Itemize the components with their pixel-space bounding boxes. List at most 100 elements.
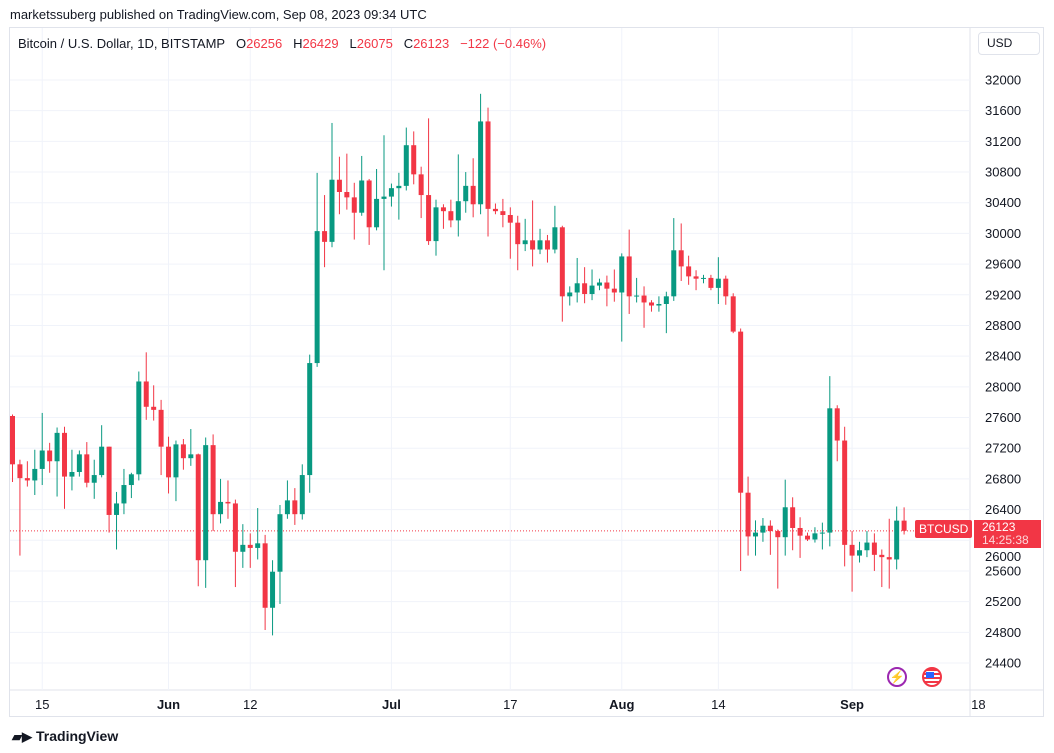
y-tick-label: 26400 [985,502,1021,517]
y-tick-label: 26000 [985,549,1021,564]
candle-body [232,503,238,552]
candle-body [522,240,528,245]
candle-body [10,415,15,465]
y-tick-label: 25200 [985,594,1021,609]
y-tick-label: 32000 [985,73,1021,88]
candle-body [485,121,491,209]
candle-body [886,557,892,560]
y-tick-label: 30400 [985,195,1021,210]
candle-body [277,514,283,572]
candle-body [455,201,461,221]
candle-body [790,507,796,528]
candle-body [329,179,335,242]
last-price-value: 26123 [982,520,1016,534]
symbol-title[interactable]: Bitcoin / U.S. Dollar, 1D, BITSTAMP [18,36,226,51]
candle-body [374,198,380,228]
chart-frame[interactable] [9,27,1044,717]
candle-body [879,554,885,558]
candle-body [336,179,342,192]
candle-body [611,288,617,293]
x-tick-label: 15 [35,697,49,712]
y-tick-label: 30800 [985,165,1021,180]
high-value: 26429 [302,36,339,51]
low-value: 26075 [356,36,393,51]
close-value: 26123 [413,36,450,51]
candle-body [17,464,23,479]
candle-body [671,250,677,297]
candle-body [448,211,454,221]
candle-body [307,363,313,476]
candle-body [745,492,751,537]
y-tick-label: 28000 [985,379,1021,394]
candle-body [715,278,721,288]
candle-body [582,283,588,295]
candle-body [344,191,350,198]
candle-body [240,544,246,552]
y-tick-label: 30000 [985,226,1021,241]
candle-body [663,296,669,304]
candle-body [827,408,833,533]
tradingview-logo[interactable]: ▰▶ TradingView [12,728,118,745]
y-tick-label: 31600 [985,103,1021,118]
candle-body [686,266,692,277]
candle-body [299,475,305,515]
symbol-legend: Bitcoin / U.S. Dollar, 1D, BITSTAMP O262… [18,36,546,51]
y-tick-label: 28800 [985,318,1021,333]
us-flag-icon[interactable] [922,667,942,687]
candle-body [819,532,825,534]
candle-body [700,277,706,279]
candle-body [775,531,781,538]
candle-body [284,500,290,515]
candle-body [857,550,863,556]
candle-body [143,381,149,407]
tradingview-logo-icon: ▰▶ [12,729,32,744]
candle-body [195,454,201,561]
y-tick-label: 29600 [985,257,1021,272]
candle-body [871,542,877,555]
lightning-icon[interactable]: ⚡ [887,667,907,687]
candle-body [619,256,625,293]
candle-body [76,454,82,472]
x-tick-label: 14 [711,697,725,712]
candle-body [121,485,127,504]
candle-body [604,282,610,289]
candle-body [656,303,662,306]
candle-body [188,454,194,459]
y-tick-label: 24800 [985,625,1021,640]
candle-body [760,525,766,533]
x-tick-label: Jun [157,697,180,712]
low-label: L [349,36,357,51]
x-tick-label: 17 [503,697,517,712]
x-tick-label: Sep [840,697,864,712]
candle-body [641,295,647,303]
candle-body [158,409,164,447]
y-tick-label: 27200 [985,441,1021,456]
candle-body [84,454,90,483]
candle-body [530,240,536,250]
candle-body [32,468,38,481]
candle-body [433,207,439,242]
candle-body [478,121,484,205]
candle-body [99,446,105,476]
y-tick-label: 24400 [985,656,1021,671]
candle-body [782,507,788,538]
candle-body [864,542,870,551]
y-tick-label: 25600 [985,563,1021,578]
candle-body [203,445,209,561]
symbol-price-tag: BTCUSD [915,520,973,538]
candle-body [544,240,550,250]
y-tick-label: 27600 [985,410,1021,425]
candle-body [381,196,387,199]
y-tick-label: 28400 [985,349,1021,364]
change-value: −122 (−0.46%) [460,36,547,51]
candle-body [255,543,261,548]
candle-body [596,282,602,286]
currency-button[interactable]: USD [978,32,1040,55]
candle-body [537,240,543,250]
candle-body [797,527,803,536]
candle-body [292,500,298,515]
candle-body [812,533,818,540]
candle-body [54,432,60,462]
candle-body [492,208,498,212]
